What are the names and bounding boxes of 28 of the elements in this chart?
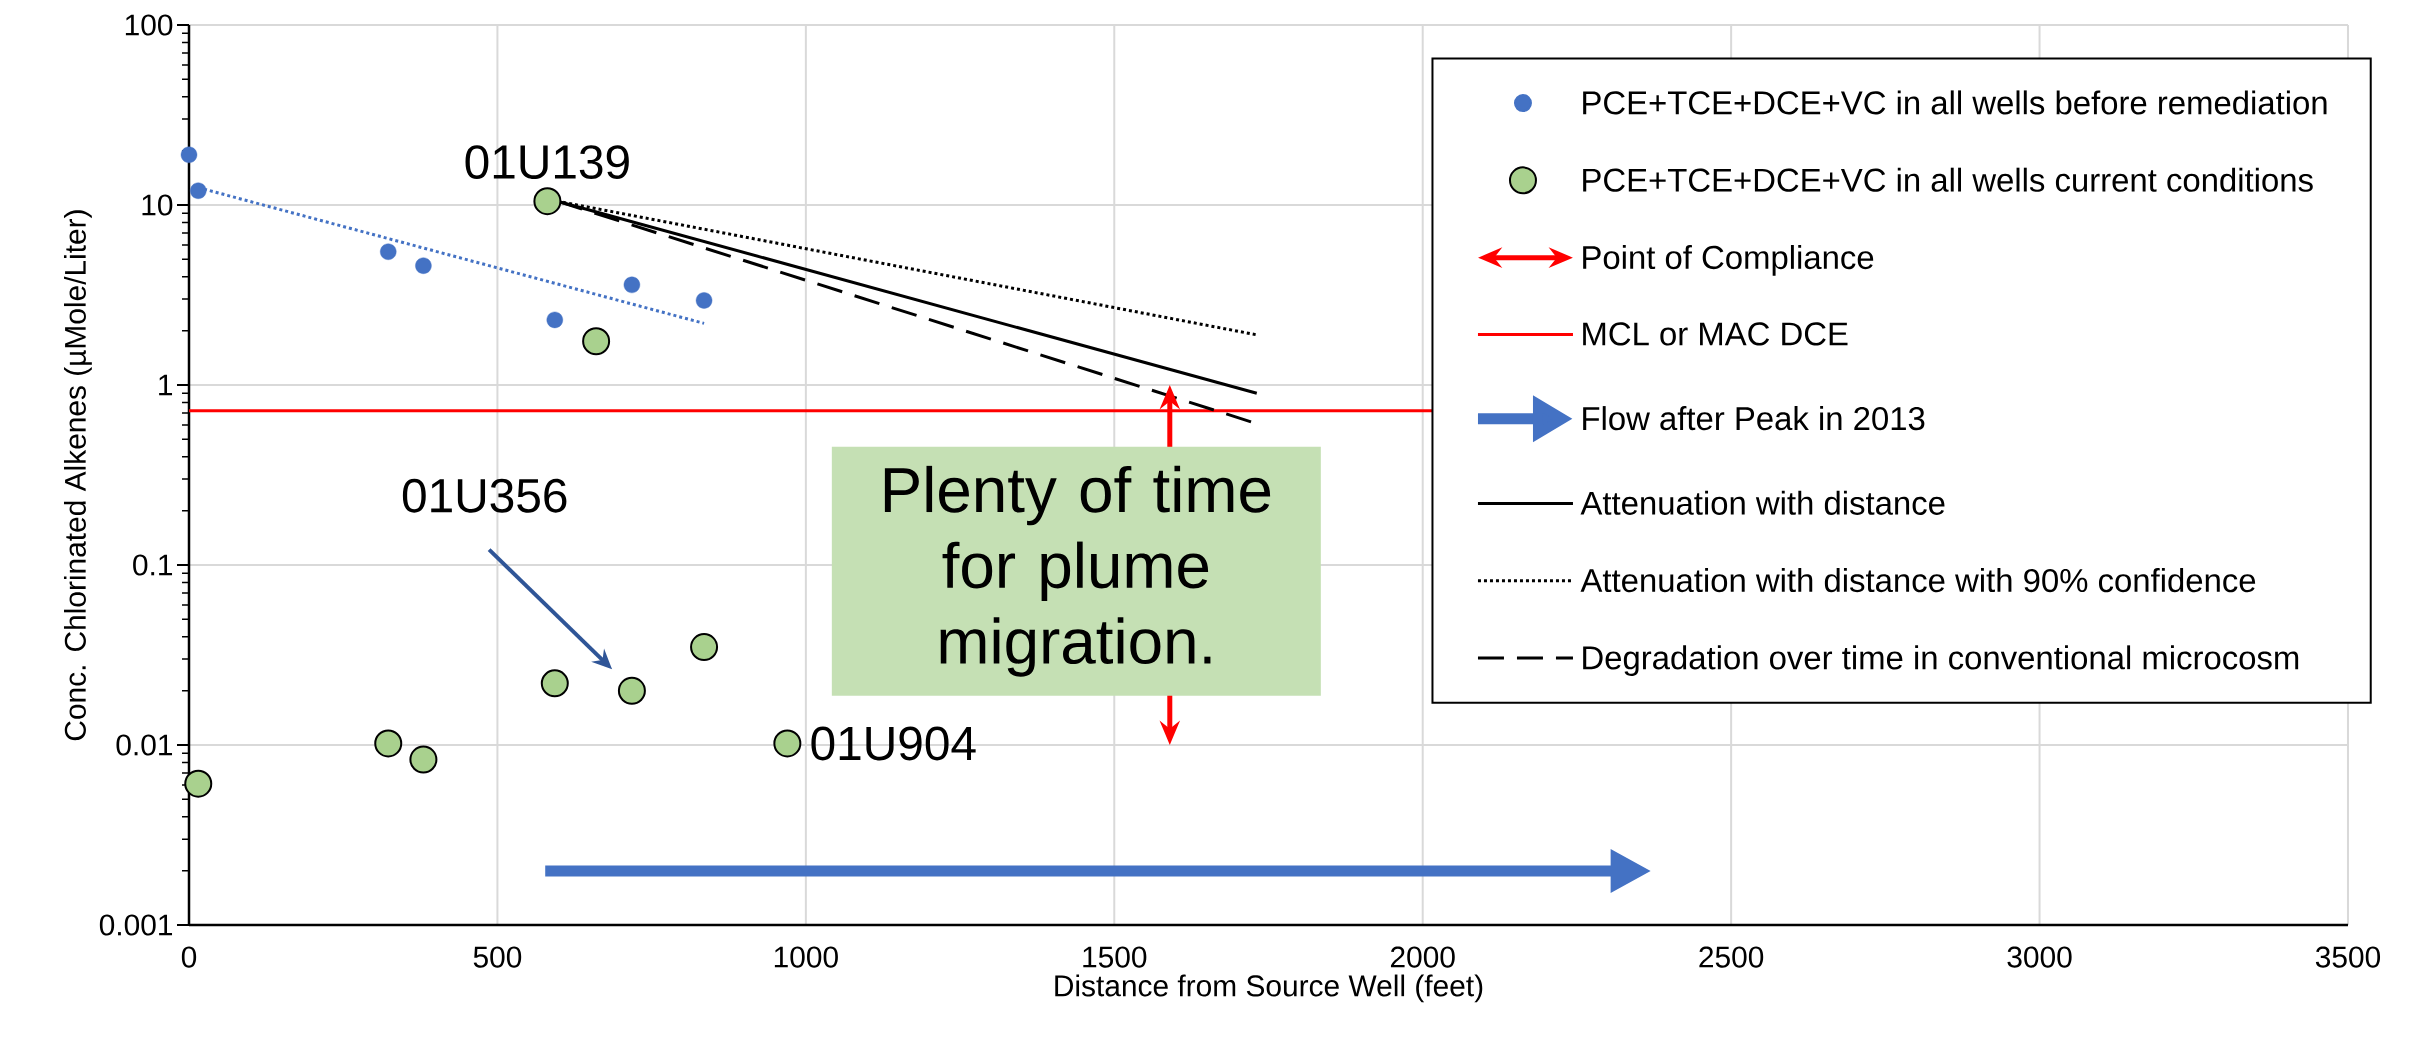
legend-label: Degradation over time in conventional microcosm: [1583, 645, 2299, 676]
x-tick-label: 1000: [774, 946, 838, 968]
x-tick-label: 1500: [1083, 946, 1147, 968]
x-axis-title: Distance from Source Well (feet): [1055, 974, 1483, 1003]
annotation: Plenty of time for plume migration.: [884, 465, 1271, 677]
y-tick-label: 0.01: [116, 734, 173, 756]
x-tick-label: 0: [181, 946, 197, 968]
y-tick-label: 0.001: [99, 914, 173, 936]
annotation: Flow after Peak in 2013: [1583, 406, 1925, 431]
x-tick-label: 3500: [2315, 946, 2381, 968]
x-tick-label: 3000: [2007, 946, 2072, 968]
y-axis-title: Conc. Chlorinated Alkenes (µMole/Liter): [63, 210, 92, 741]
y-tick-label: 1: [159, 374, 173, 396]
legend-label: MCL or MAC DCE: [1583, 322, 1848, 346]
legend-label: PCE+TCE+DCE+VC in all wells current conditions: [1583, 167, 2313, 192]
y-tick-label: 0.1: [133, 554, 173, 576]
y-tick-label: 10: [142, 194, 173, 216]
x-tick-label: 500: [473, 946, 522, 968]
annotation: 01U139: [465, 145, 629, 179]
legend-label: Attenuation with distance: [1580, 490, 1945, 515]
legend-label: PCE+TCE+DCE+VC in all wells before remediation: [1583, 90, 2327, 115]
annotation: 01U904: [811, 726, 976, 761]
legend-label: Attenuation with distance with 90% confidence: [1580, 568, 2256, 593]
x-tick-label: 2000: [1390, 946, 1455, 968]
y-tick-label: 100: [125, 14, 173, 36]
annotation: 01U356: [402, 478, 567, 513]
legend-label: Point of Compliance: [1583, 244, 1874, 276]
x-tick-label: 2500: [1699, 946, 1764, 968]
